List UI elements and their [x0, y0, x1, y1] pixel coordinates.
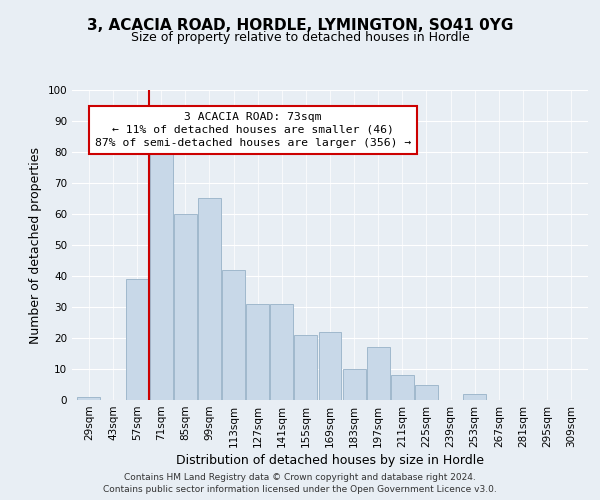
Bar — [125, 279, 149, 400]
Text: 3 ACACIA ROAD: 73sqm
← 11% of detached houses are smaller (46)
87% of semi-detac: 3 ACACIA ROAD: 73sqm ← 11% of detached h… — [95, 112, 411, 148]
Bar — [295, 335, 317, 400]
Bar — [222, 270, 245, 400]
Bar — [463, 394, 486, 400]
Bar — [174, 214, 197, 400]
Y-axis label: Number of detached properties: Number of detached properties — [29, 146, 42, 344]
Bar — [319, 332, 341, 400]
Bar — [391, 375, 414, 400]
Text: Size of property relative to detached houses in Hordle: Size of property relative to detached ho… — [131, 31, 469, 44]
Bar — [77, 397, 100, 400]
Bar — [198, 198, 221, 400]
X-axis label: Distribution of detached houses by size in Hordle: Distribution of detached houses by size … — [176, 454, 484, 467]
Bar — [150, 146, 173, 400]
Bar — [246, 304, 269, 400]
Bar — [367, 348, 389, 400]
Text: 3, ACACIA ROAD, HORDLE, LYMINGTON, SO41 0YG: 3, ACACIA ROAD, HORDLE, LYMINGTON, SO41 … — [87, 18, 513, 32]
Text: Contains HM Land Registry data © Crown copyright and database right 2024.: Contains HM Land Registry data © Crown c… — [124, 472, 476, 482]
Bar — [343, 369, 365, 400]
Text: Contains public sector information licensed under the Open Government Licence v3: Contains public sector information licen… — [103, 485, 497, 494]
Bar — [415, 384, 438, 400]
Bar — [271, 304, 293, 400]
